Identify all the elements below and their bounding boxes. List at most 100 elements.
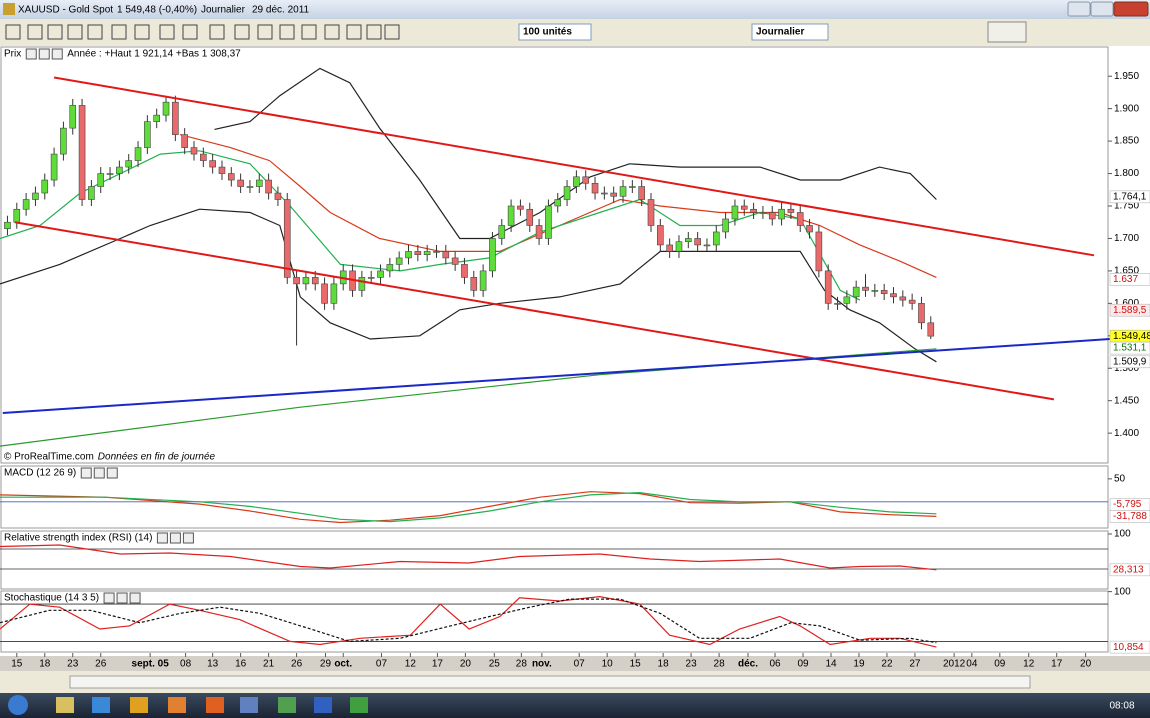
- period-dropdown[interactable]: [751, 23, 829, 41]
- panel-button[interactable]: [129, 592, 141, 604]
- candle-body: [526, 208, 534, 226]
- candle-body: [162, 101, 170, 116]
- panel-button[interactable]: [25, 48, 37, 60]
- x-tick-label: oct.: [334, 659, 352, 670]
- y-tick-label: 1.400: [1114, 428, 1139, 439]
- tool-button[interactable]: [27, 24, 43, 40]
- maximize-button[interactable]: [1090, 1, 1114, 17]
- start-button[interactable]: [8, 695, 28, 715]
- x-tick-label: 07: [574, 659, 586, 670]
- value-tag-label: 1.509,9: [1113, 356, 1147, 367]
- x-tick-label: 20: [460, 659, 472, 670]
- panel-button[interactable]: [116, 592, 128, 604]
- candle-body: [255, 179, 263, 187]
- units-dropdown[interactable]: [518, 23, 592, 41]
- candle-body: [657, 225, 664, 246]
- tool-button[interactable]: [87, 24, 103, 40]
- candle-body: [433, 251, 440, 253]
- candle-body: [125, 160, 133, 168]
- candle-body: [470, 277, 478, 291]
- value-tag: [1109, 341, 1150, 355]
- task-icon[interactable]: [278, 697, 296, 713]
- tool-button[interactable]: [257, 24, 273, 40]
- tool-button[interactable]: [182, 24, 198, 40]
- tool-button[interactable]: [234, 24, 250, 40]
- candle-body: [32, 192, 39, 200]
- y-tick-label: 1.500: [1114, 363, 1139, 374]
- value-tag: [1109, 303, 1150, 317]
- task-icon[interactable]: [350, 697, 368, 713]
- panel-button[interactable]: [182, 532, 194, 544]
- panel-header: Année : +Haut 1 921,14 +Bas 1 308,37: [67, 49, 241, 60]
- x-tick-label: sept. 05: [132, 659, 170, 670]
- x-tick-label: 23: [67, 659, 79, 670]
- value-tag-label: 28,313: [1113, 564, 1144, 575]
- panel-button[interactable]: [51, 48, 63, 60]
- task-icon[interactable]: [168, 697, 186, 713]
- task-icon[interactable]: [314, 697, 332, 713]
- panel-button[interactable]: [169, 532, 181, 544]
- candle-body: [377, 270, 384, 278]
- tool-button[interactable]: [47, 24, 63, 40]
- candle-body: [311, 277, 319, 285]
- candle-body: [423, 251, 431, 255]
- tool-button[interactable]: [366, 24, 382, 40]
- panel-frame: [0, 590, 1109, 653]
- x-tick-label: 23: [686, 659, 698, 670]
- candle-body: [330, 283, 338, 304]
- panel-button[interactable]: [93, 467, 105, 479]
- task-icon[interactable]: [56, 697, 74, 713]
- candle-body: [712, 231, 720, 246]
- x-tick-label: 17: [1051, 659, 1063, 670]
- panel-button[interactable]: [103, 592, 115, 604]
- chart-area: [0, 46, 1150, 656]
- task-icon[interactable]: [206, 697, 224, 713]
- tool-button[interactable]: [5, 24, 21, 40]
- task-icon[interactable]: [240, 697, 258, 713]
- candle-body: [414, 251, 422, 255]
- candle-body: [78, 105, 86, 200]
- trendline: [2, 338, 1110, 415]
- trendline: [14, 221, 1055, 401]
- x-tick-label: 21: [263, 659, 275, 670]
- candle-body: [862, 286, 869, 291]
- tool-button[interactable]: [346, 24, 362, 40]
- candle-body: [517, 205, 524, 210]
- app-icon: [3, 3, 15, 15]
- tool-button[interactable]: [384, 24, 400, 40]
- x-tick-label: 17: [432, 659, 444, 670]
- clock: 08:08: [1109, 701, 1134, 712]
- tool-button[interactable]: [209, 24, 225, 40]
- value-tag: [1109, 190, 1150, 204]
- tool-button[interactable]: [324, 24, 340, 40]
- trendline: [53, 76, 1095, 257]
- window-period: Journalier: [201, 5, 246, 16]
- tool-button[interactable]: [301, 24, 317, 40]
- scrollbar[interactable]: [69, 675, 1031, 689]
- chart-style-button[interactable]: [987, 21, 1027, 43]
- tool-button[interactable]: [159, 24, 175, 40]
- candle-body: [116, 166, 123, 174]
- candle-body: [274, 192, 282, 200]
- panel-button[interactable]: [38, 48, 50, 60]
- close-button[interactable]: [1113, 1, 1149, 17]
- candle-body: [50, 153, 58, 181]
- panel-button[interactable]: [106, 467, 118, 479]
- tool-button[interactable]: [279, 24, 295, 40]
- minimize-button[interactable]: [1067, 1, 1091, 17]
- panel-button[interactable]: [156, 532, 168, 544]
- candle-body: [834, 303, 841, 305]
- task-icon[interactable]: [130, 697, 148, 713]
- candle-body: [265, 179, 272, 194]
- tool-button[interactable]: [134, 24, 150, 40]
- y-tick-label: 1.450: [1114, 395, 1139, 406]
- x-tick-label: 09: [994, 659, 1006, 670]
- panel-button[interactable]: [80, 467, 92, 479]
- tool-button[interactable]: [67, 24, 83, 40]
- task-icon[interactable]: [92, 697, 110, 713]
- value-tag: [1109, 640, 1150, 654]
- x-tick-label: 27: [909, 659, 921, 670]
- tool-button[interactable]: [111, 24, 127, 40]
- candle-body: [134, 147, 142, 161]
- x-tick-label: 29: [320, 659, 332, 670]
